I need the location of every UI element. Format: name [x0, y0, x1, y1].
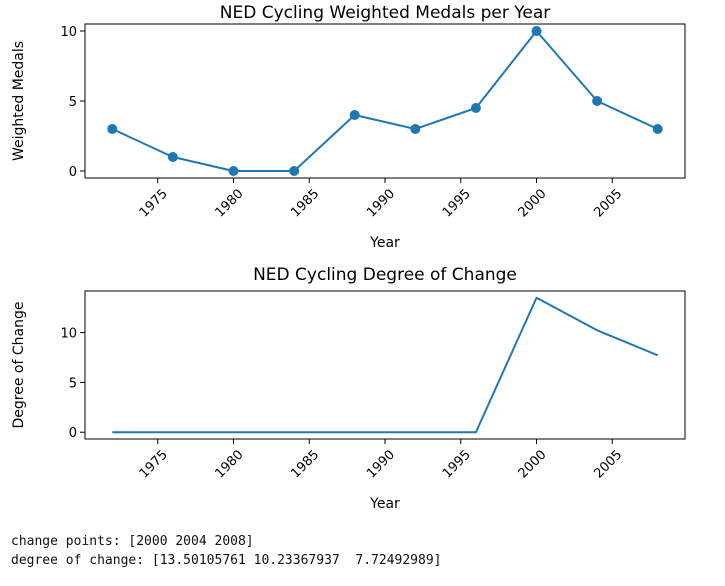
chart-title: NED Cycling Degree of Change	[253, 265, 517, 285]
weighted-medals-chart: NED Cycling Weighted Medals per Year 0 5 10…	[11, 3, 686, 251]
data-point	[531, 26, 542, 36]
y-tick-label: 10	[60, 327, 77, 342]
x-tick-label: 1995	[440, 447, 474, 481]
y-tick-label: 5	[69, 376, 77, 391]
data-point	[107, 124, 118, 134]
data-point	[592, 96, 603, 106]
data-point	[470, 103, 481, 113]
x-tick-label: 1975	[137, 186, 171, 220]
y-axis-label: Weighted Medals	[11, 41, 27, 161]
data-point	[228, 166, 239, 176]
data-point	[289, 166, 300, 176]
y-tick-label: 10	[60, 25, 77, 40]
chart-title: NED Cycling Weighted Medals per Year	[220, 3, 550, 23]
x-tick-label: 1990	[364, 447, 398, 481]
y-tick-label: 5	[69, 95, 77, 110]
console-output-degree-of-change: degree of change: [13.50105761 10.233679…	[11, 553, 442, 568]
degree-of-change-chart: NED Cycling Degree of Change 0 5 10 1975 1980…	[11, 265, 686, 512]
x-tick-label: 2005	[591, 186, 625, 220]
plot-frame	[84, 23, 686, 179]
x-tick-label: 1995	[440, 186, 474, 220]
data-point	[652, 124, 663, 134]
x-tick-label: 1985	[288, 186, 322, 220]
y-tick-label: 0	[69, 426, 77, 441]
x-tick-label: 2000	[516, 447, 550, 481]
x-tick-label: 1985	[288, 447, 322, 481]
x-tick-label: 2000	[516, 186, 550, 220]
console-output-change-points: change points: [2000 2004 2008]	[11, 534, 254, 549]
x-tick-label: 1980	[213, 186, 247, 220]
data-point	[349, 110, 360, 120]
y-axis-label: Degree of Change	[11, 302, 27, 429]
plot-frame	[84, 290, 686, 440]
series-line	[112, 296, 659, 434]
x-tick-label: 1975	[137, 447, 171, 481]
x-axis-label: Year	[369, 235, 400, 251]
x-tick-label: 1980	[213, 447, 247, 481]
x-tick-label: 1990	[364, 186, 398, 220]
x-tick-label: 2005	[591, 447, 625, 481]
data-point	[167, 152, 178, 162]
y-tick-label: 0	[69, 165, 77, 180]
x-axis-label: Year	[369, 496, 400, 512]
data-point	[410, 124, 421, 134]
series-line	[111, 30, 659, 172]
